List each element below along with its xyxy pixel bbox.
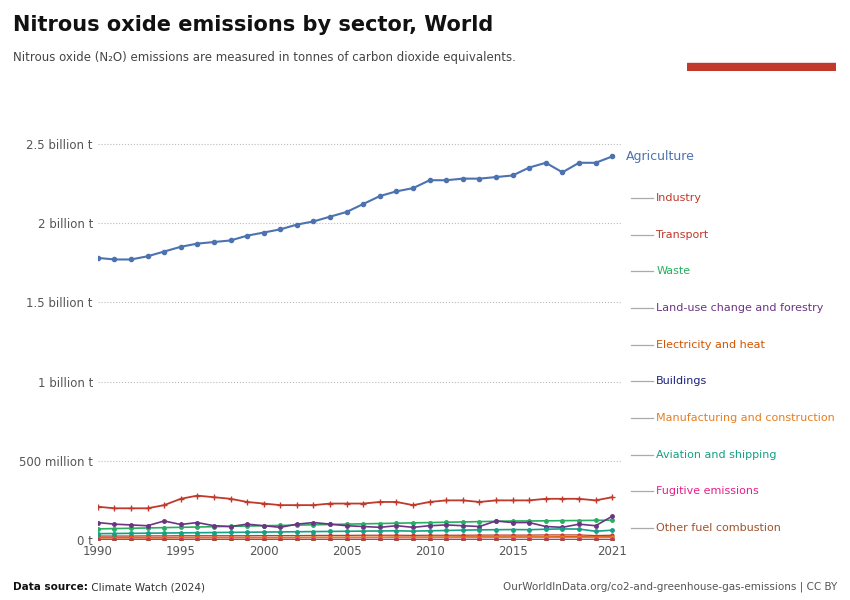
Text: Waste: Waste xyxy=(656,266,690,277)
Text: Nitrous oxide (N₂O) emissions are measured in tonnes of carbon dioxide equivalen: Nitrous oxide (N₂O) emissions are measur… xyxy=(13,51,516,64)
Text: Manufacturing and construction: Manufacturing and construction xyxy=(656,413,835,423)
Text: Buildings: Buildings xyxy=(656,376,707,386)
Text: Transport: Transport xyxy=(656,230,708,239)
Text: Land-use change and forestry: Land-use change and forestry xyxy=(656,303,824,313)
Text: Our World: Our World xyxy=(731,25,790,35)
Text: Fugitive emissions: Fugitive emissions xyxy=(656,487,759,496)
Text: OurWorldInData.org/co2-and-greenhouse-gas-emissions | CC BY: OurWorldInData.org/co2-and-greenhouse-ga… xyxy=(503,582,837,592)
Text: Data source:: Data source: xyxy=(13,582,88,592)
Text: Other fuel combustion: Other fuel combustion xyxy=(656,523,781,533)
Text: Electricity and heat: Electricity and heat xyxy=(656,340,765,350)
Text: Aviation and shipping: Aviation and shipping xyxy=(656,449,777,460)
Bar xyxy=(687,63,836,71)
Text: Industry: Industry xyxy=(656,193,702,203)
Text: Climate Watch (2024): Climate Watch (2024) xyxy=(88,582,205,592)
Text: Nitrous oxide emissions by sector, World: Nitrous oxide emissions by sector, World xyxy=(13,15,493,35)
Text: Agriculture: Agriculture xyxy=(626,150,694,163)
Text: in Data: in Data xyxy=(740,44,782,54)
